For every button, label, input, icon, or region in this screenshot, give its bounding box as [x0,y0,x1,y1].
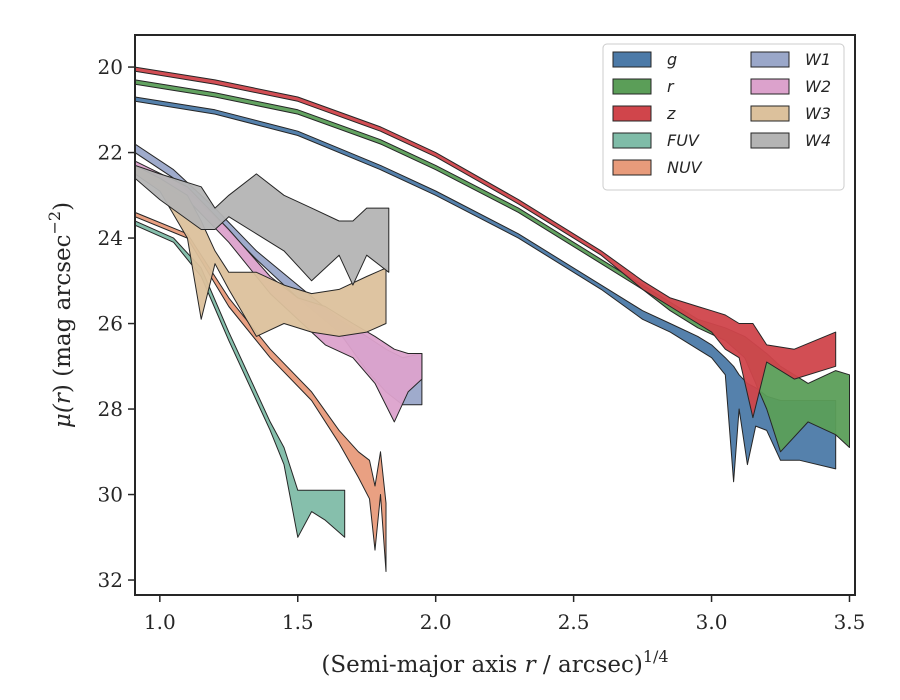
legend-label-g: g [667,50,677,69]
y-axis-ticks: 20 22 24 26 28 30 32 [98,55,135,592]
legend-label-w4: W4 [805,131,831,150]
band-g [135,96,837,483]
legend-swatch-w1 [750,51,790,68]
x-tick-label: 1.0 [144,610,176,634]
x-axis-ticks: 1.0 1.5 2.0 2.5 3.0 3.5 [144,595,865,634]
y-tick-label: 30 [98,483,123,507]
legend-swatch-r [612,78,652,95]
data-bands [135,66,850,572]
y-tick-label: 32 [98,568,123,592]
y-tick-label: 22 [98,141,123,165]
legend: grz FUV NUV W1 W2 W3 W4 [602,43,845,191]
x-tick-label: 2.0 [420,610,452,634]
band-w4 [135,164,390,286]
legend-swatch-g [612,51,652,68]
y-tick-label: 20 [98,55,123,79]
legend-label-fuv: FUV [667,131,700,150]
x-tick-label: 2.5 [558,610,590,634]
legend-swatch-w4 [750,132,790,149]
legend-label-w3: W3 [805,104,831,123]
legend-label-w1: W1 [805,50,831,69]
y-tick-label: 24 [98,226,123,250]
band-fuv [135,220,346,538]
band-w3 [135,164,387,337]
band-z [135,66,837,419]
legend-label-w2: W2 [805,77,831,96]
legend-label-r: r [667,77,675,96]
band-nuv [135,211,387,572]
legend-swatch-fuv [612,132,652,149]
band-r [135,79,850,453]
y-axis-label: μ(r) (mag arcsec−2) [45,202,76,428]
legend-swatch-w2 [750,78,790,95]
x-tick-label: 1.5 [282,610,314,634]
legend-swatch-nuv [612,159,652,176]
y-tick-label: 28 [98,397,123,421]
legend-swatch-z [612,105,652,122]
legend-swatch-w3 [750,105,790,122]
plot-frame [134,34,856,596]
x-axis-label: (Semi-major axis r / arcsec)1/4 [321,647,668,678]
x-tick-label: 3.0 [696,610,728,634]
x-tick-label: 3.5 [834,610,866,634]
legend-label-z: z [666,104,676,123]
legend-label-nuv: NUV [667,158,703,177]
y-tick-label: 26 [98,312,123,336]
